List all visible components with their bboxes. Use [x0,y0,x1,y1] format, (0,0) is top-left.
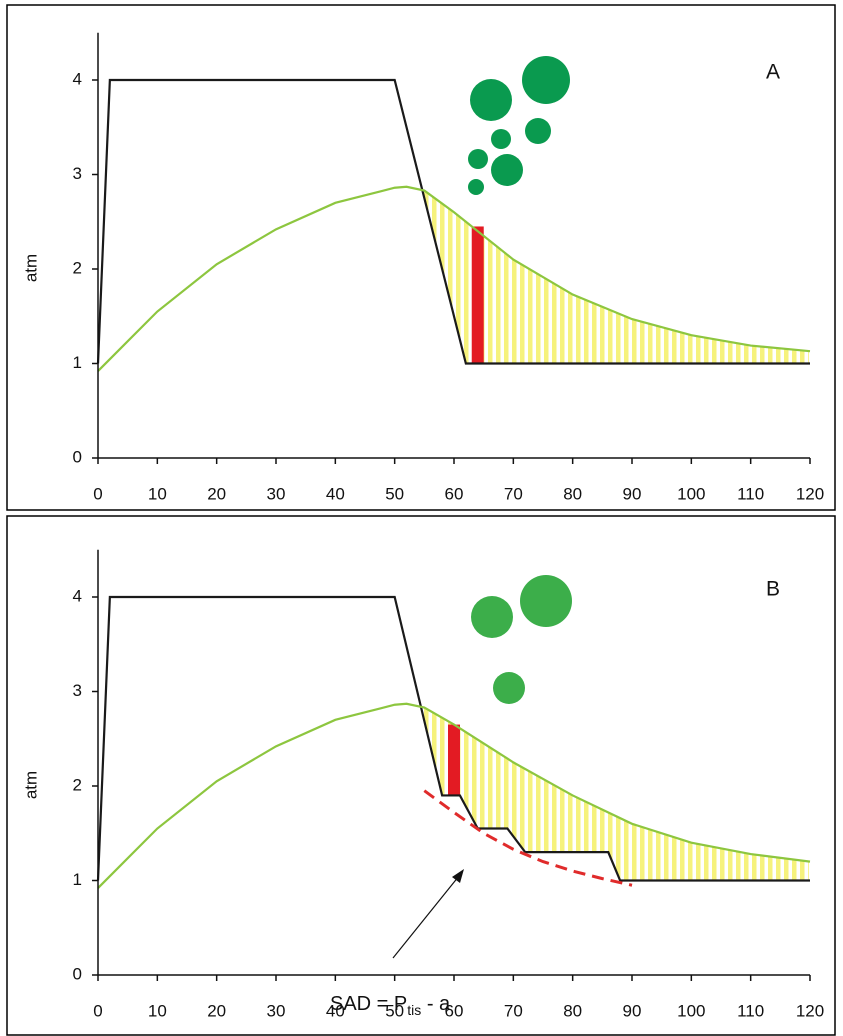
line [423,789,633,887]
bubble [493,672,525,704]
x-tick-label: 70 [504,1001,523,1020]
y-tick-label: 2 [73,775,82,794]
bubble [468,149,488,169]
line [97,702,811,889]
x-tick-label: 100 [677,484,705,503]
y-tick-label: 0 [73,964,82,983]
y-axis-label: atm [21,771,40,799]
hatch-area [423,190,809,364]
line [97,185,811,372]
x-tick-label: 0 [93,484,102,503]
bubble [522,56,570,104]
panel-frame [6,4,836,511]
y-tick-label: 4 [73,69,82,88]
x-tick-label: 120 [796,1001,824,1020]
annotation-part: tis [407,1002,421,1018]
bar [471,226,484,364]
line [96,78,810,365]
y-axis-label: atm [21,254,40,282]
hatch-area [421,707,809,881]
y-tick-label: 2 [73,258,82,277]
x-tick-label: 40 [326,484,345,503]
x-tick-label: 110 [737,1001,764,1020]
panel-frame [6,515,836,1036]
x-tick-label: 90 [623,484,642,503]
bubble [525,118,551,144]
bubble [520,575,572,627]
bubble [491,129,511,149]
x-tick-label: 80 [563,1001,582,1020]
y-tick-label: 3 [73,681,82,700]
bar [448,724,460,796]
bubble [491,154,523,186]
panel-label: B [766,578,780,601]
x-tick-label: 60 [445,1001,464,1020]
x-tick-label: 30 [267,1001,286,1020]
x-tick-label: 50 [385,484,404,503]
bubbles [468,56,570,195]
x-tick-label: 80 [563,484,582,503]
x-tick-label: 70 [504,484,523,503]
y-tick-label: 0 [73,447,82,466]
x-tick-label: 100 [677,1001,705,1020]
x-tick-label: 30 [267,484,286,503]
x-tick-label: 20 [207,484,226,503]
annotation: SAD = Ptis - a [330,993,451,1017]
y-tick-label: 1 [73,870,82,889]
x-tick-label: 60 [445,484,464,503]
y-tick-label: 1 [73,353,82,372]
x-tick-label: 0 [93,1001,102,1020]
annotation-part: - a [421,993,451,1015]
x-tick-label: 50 [385,1001,404,1020]
bubble [471,596,513,638]
x-tick-label: 20 [207,1001,226,1020]
panel-label: A [766,61,780,84]
bubble [470,79,512,121]
y-tick-label: 3 [73,164,82,183]
bubble [468,179,484,195]
annotation-part: SAD = P [330,993,407,1015]
arrow [392,869,464,959]
x-tick-label: 120 [796,484,824,503]
x-tick-label: 110 [737,484,764,503]
x-tick-label: 10 [148,484,167,503]
bubbles [471,575,572,704]
x-tick-label: 10 [148,1001,167,1020]
y-tick-label: 4 [73,586,82,605]
x-tick-label: 90 [623,1001,642,1020]
x-tick-label: 40 [326,1001,345,1020]
